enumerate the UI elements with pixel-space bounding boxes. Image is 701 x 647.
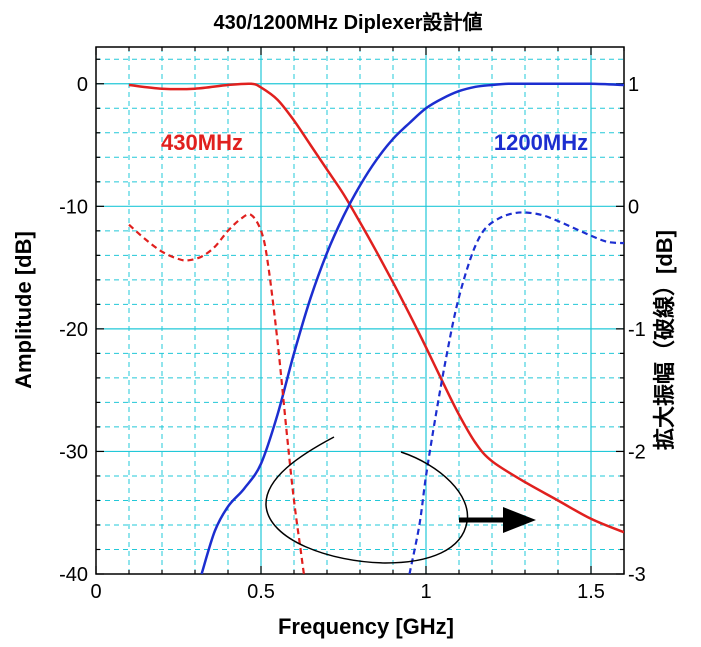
y2-tick-label: 1 xyxy=(628,74,639,96)
x-tick-label: 0.5 xyxy=(247,581,275,603)
y2-tick-labels: -3 -2 -1 0 1 xyxy=(628,74,646,586)
y2-tick-label: -1 xyxy=(628,319,646,341)
x-tick-label: 0 xyxy=(90,581,101,603)
y-tick-label: 0 xyxy=(77,74,88,96)
y-tick-label: -10 xyxy=(59,196,88,218)
annotation-loop xyxy=(265,436,469,564)
y-tick-labels: -40 -30 -20 -10 0 xyxy=(59,74,88,586)
y2-tick-label: -2 xyxy=(628,441,646,463)
y-tick-label: -30 xyxy=(59,441,88,463)
series-line-430mhz xyxy=(128,82,624,534)
x-axis-label: Frequency [GHz] xyxy=(278,614,454,639)
y-axis-label: Amplitude [dB] xyxy=(11,231,36,389)
y-tick-label: -40 xyxy=(59,564,88,586)
series-group xyxy=(128,82,624,574)
y2-tick-label: 0 xyxy=(628,196,639,218)
series-line-1200mhz-expanded xyxy=(408,211,624,574)
x-tick-labels: 0 0.5 1 1.5 xyxy=(90,581,604,603)
y2-tick-label: -3 xyxy=(628,564,646,586)
x-tick-label: 1.5 xyxy=(577,581,605,603)
y2-axis-label: 拡大振幅（破線）[dB] xyxy=(652,230,677,450)
y-tick-label: -20 xyxy=(59,319,88,341)
series-label-430mhz: 430MHz xyxy=(161,130,243,155)
x-tick-label: 1 xyxy=(420,581,431,603)
tick-marks xyxy=(95,47,625,575)
series-label-1200mhz: 1200MHz xyxy=(494,130,588,155)
right-axis-annotation xyxy=(265,436,536,564)
chart-title: 430/1200MHz Diplexer設計値 xyxy=(213,10,482,34)
annotation-arrow-head xyxy=(503,507,536,533)
grid xyxy=(96,47,624,574)
series-line-1200mhz xyxy=(200,82,624,574)
series-line-430mhz-expanded xyxy=(128,213,305,574)
